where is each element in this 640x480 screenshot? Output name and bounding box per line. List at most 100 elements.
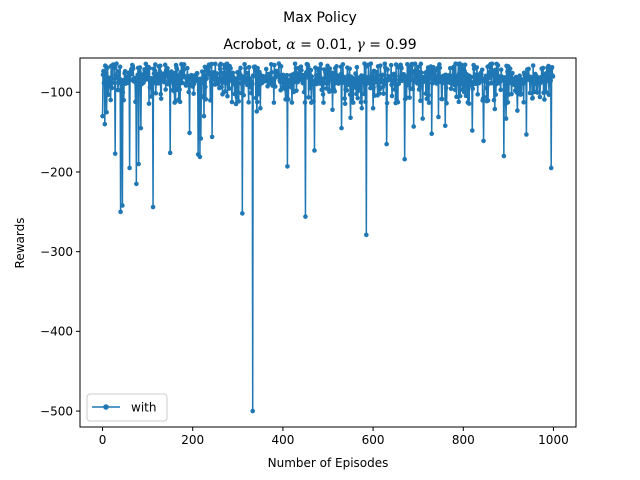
data-point: [359, 105, 365, 111]
data-point: [200, 80, 206, 86]
data-point: [100, 113, 105, 119]
data-point: [382, 72, 387, 78]
data-point: [223, 81, 229, 86]
data-point: [347, 66, 352, 72]
data-point: [204, 76, 210, 81]
data-point: [530, 95, 536, 101]
data-point: [203, 96, 209, 102]
data-point: [318, 66, 323, 71]
data-point: [134, 181, 139, 187]
plot-area: [100, 61, 556, 414]
data-point: [507, 66, 513, 71]
data-point: [134, 77, 140, 82]
data-point: [149, 76, 154, 81]
data-point: [378, 63, 383, 68]
data-point: [153, 90, 159, 96]
data-point: [162, 62, 168, 68]
data-point: [341, 74, 347, 80]
data-point: [181, 62, 187, 67]
data-point: [165, 81, 171, 87]
data-point: [143, 61, 149, 67]
data-point: [163, 87, 168, 92]
data-point: [199, 94, 205, 100]
data-point: [452, 87, 458, 93]
data-point: [240, 211, 245, 216]
data-point: [546, 92, 552, 98]
data-point: [306, 95, 311, 100]
data-point: [418, 61, 424, 67]
x-tick-label: 200: [181, 433, 204, 447]
data-point: [284, 72, 290, 78]
data-point: [340, 62, 346, 67]
data-point: [479, 67, 485, 73]
data-point: [436, 114, 441, 120]
data-point: [302, 100, 308, 105]
data-point: [230, 70, 236, 76]
data-point: [396, 81, 402, 87]
data-point: [414, 81, 420, 86]
data-point: [136, 161, 141, 167]
data-point: [158, 91, 164, 97]
data-point: [320, 92, 326, 97]
data-point: [234, 82, 239, 87]
data-point: [459, 62, 464, 68]
data-point: [187, 130, 192, 136]
data-point: [491, 97, 497, 103]
x-tick-label: 0: [99, 433, 107, 447]
data-point: [444, 100, 449, 106]
data-point: [251, 73, 256, 79]
data-point: [249, 81, 255, 87]
data-point: [194, 70, 200, 76]
data-point: [305, 64, 311, 69]
data-point: [246, 64, 252, 70]
data-point: [505, 100, 511, 105]
data-point: [380, 84, 386, 90]
chart-title-prefix: Acrobot,: [223, 37, 286, 53]
data-point: [405, 78, 411, 83]
data-point: [203, 84, 208, 90]
data-point: [155, 73, 161, 79]
data-point: [454, 94, 459, 100]
data-point: [350, 100, 356, 105]
data-point: [501, 153, 507, 159]
data-point: [336, 81, 341, 86]
data-point: [200, 76, 205, 82]
data-point: [382, 61, 388, 67]
data-point: [185, 65, 190, 71]
data-point: [271, 100, 277, 105]
data-point: [456, 99, 462, 105]
data-point: [148, 94, 154, 99]
data-point: [548, 78, 554, 83]
data-point: [209, 61, 214, 67]
data-point: [298, 64, 304, 69]
data-point: [134, 80, 140, 86]
y-axis-label: Rewards: [13, 218, 27, 269]
data-point: [470, 86, 476, 91]
data-point: [242, 61, 247, 67]
data-point: [285, 164, 290, 169]
data-point: [222, 89, 228, 94]
data-point: [313, 72, 319, 78]
data-point: [109, 85, 115, 91]
data-point: [181, 67, 187, 73]
data-point: [353, 85, 359, 91]
y-tick-label: −200: [40, 165, 73, 179]
data-point: [509, 91, 514, 97]
axes-frame: [79, 57, 577, 428]
data-point: [226, 86, 232, 91]
data-point: [522, 80, 528, 86]
data-point: [419, 70, 424, 76]
data-point: [468, 74, 474, 80]
data-point: [353, 71, 358, 76]
data-point: [531, 81, 536, 87]
legend-label: with: [131, 401, 156, 415]
data-point: [427, 76, 433, 81]
data-point: [463, 93, 469, 99]
data-point: [342, 101, 348, 107]
data-point: [116, 69, 122, 74]
data-point: [384, 141, 389, 147]
data-point: [483, 85, 489, 91]
data-point: [282, 86, 288, 92]
data-point: [272, 84, 278, 89]
